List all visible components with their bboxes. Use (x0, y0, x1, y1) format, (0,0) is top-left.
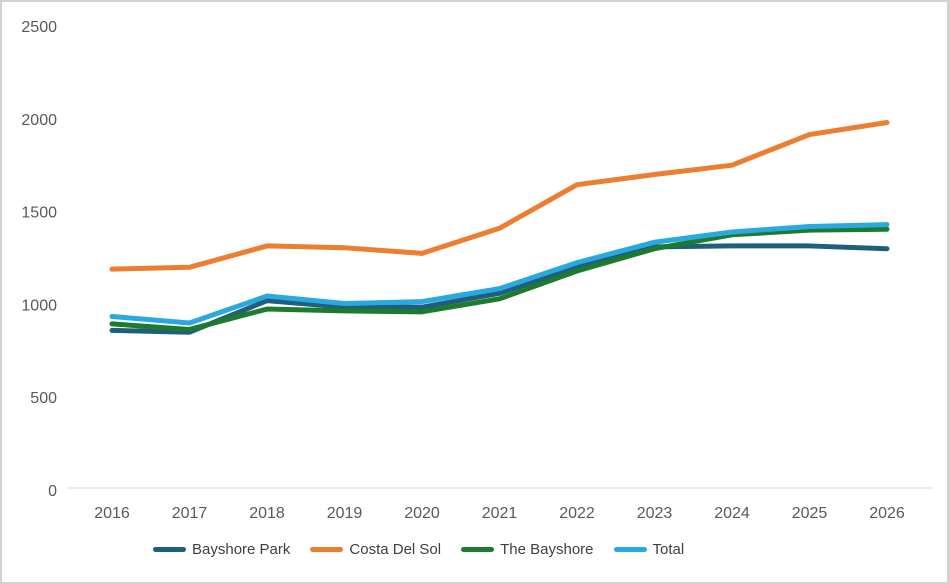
legend-item-bayshore-park[interactable]: Bayshore Park (153, 541, 290, 558)
x-axis-tick-label: 2023 (637, 505, 673, 522)
y-axis-tick-label: 0 (48, 483, 57, 500)
series-line-costa-del-sol[interactable] (109, 120, 890, 272)
legend-swatch-total (613, 547, 647, 552)
x-axis-tick-label: 2018 (249, 505, 285, 522)
legend-item-total[interactable]: Total (613, 541, 685, 558)
legend-item-the-bayshore[interactable]: The Bayshore (461, 541, 594, 558)
x-axis-tick-label: 2016 (94, 505, 130, 522)
x-axis-tick-label: 2024 (714, 505, 750, 522)
legend-label: Costa Del Sol (349, 541, 442, 558)
y-axis-tick-label: 500 (30, 390, 57, 407)
legend-label: The Bayshore (500, 541, 594, 558)
legend-swatch-the-bayshore (461, 547, 495, 552)
x-axis-tick-label: 2026 (869, 505, 905, 522)
legend: Bayshore Park Costa Del Sol The Bayshore To… (153, 541, 684, 558)
series-line-the-bayshore[interactable] (109, 226, 890, 332)
x-axis-tick-label: 2022 (559, 505, 595, 522)
x-axis-tick-label: 2020 (404, 505, 440, 522)
x-axis-tick-label: 2019 (327, 505, 363, 522)
y-axis-tick-label: 1500 (21, 205, 57, 222)
x-axis-tick-label: 2021 (482, 505, 518, 522)
legend-item-costa-del-sol[interactable]: Costa Del Sol (310, 541, 441, 558)
legend-swatch-bayshore-park (153, 547, 186, 552)
y-axis-tick-label: 2500 (21, 19, 57, 36)
x-axis-tick-label: 2017 (172, 505, 208, 522)
x-axis-tick-label: 2025 (792, 505, 828, 522)
series-line-total[interactable] (109, 222, 890, 326)
series-line-bayshore-park[interactable] (109, 243, 890, 335)
y-axis-tick-label: 1000 (21, 297, 57, 314)
legend-label: Bayshore Park (192, 541, 291, 558)
legend-swatch-costa-del-sol (310, 547, 344, 552)
y-axis-tick-label: 2000 (21, 112, 57, 129)
legend-label: Total (652, 541, 685, 558)
